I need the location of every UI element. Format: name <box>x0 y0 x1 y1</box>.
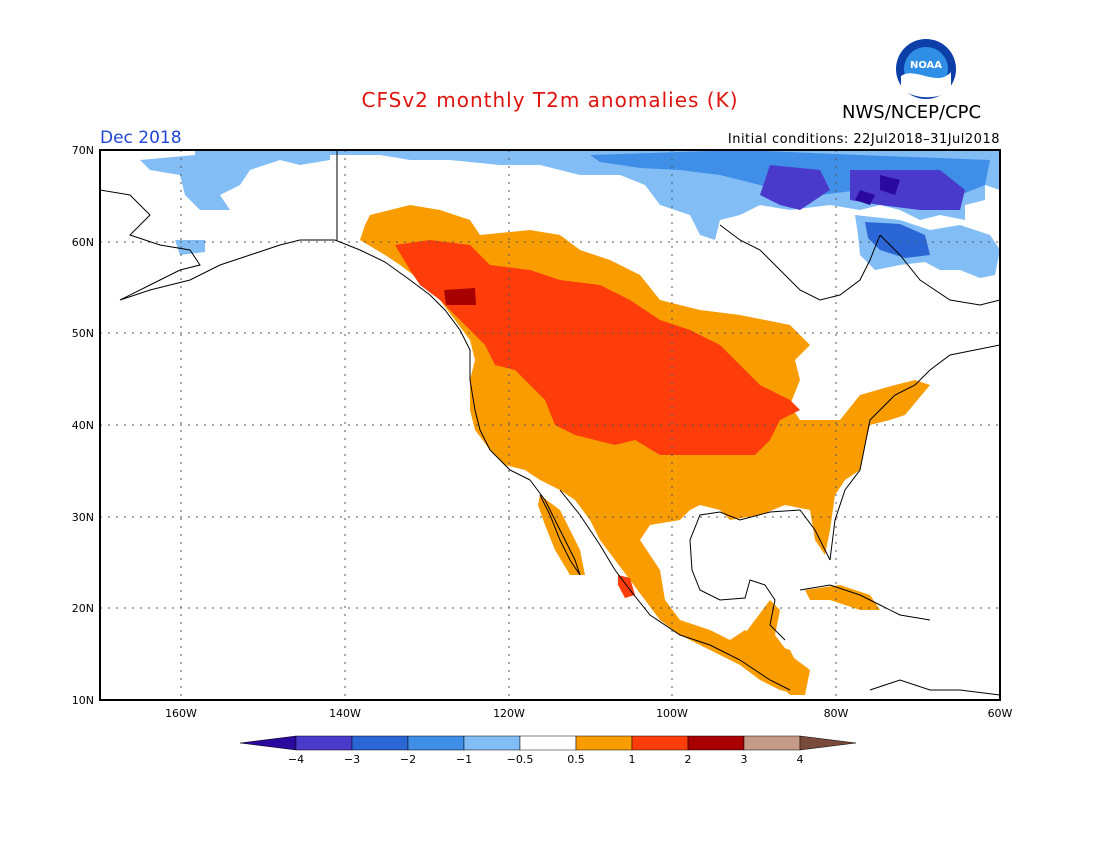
map-title: CFSv2 monthly T2m anomalies (K) <box>361 88 739 112</box>
coast-alaska <box>100 189 335 301</box>
latitude-labels: 70N 60N 50N 40N 30N 20N 10N <box>72 144 94 707</box>
cold-anomaly-greenland-west <box>850 170 965 210</box>
colorbar-label: 0.5 <box>567 753 585 766</box>
colorbar-label: −0.5 <box>507 753 534 766</box>
svg-text:100W: 100W <box>656 707 688 720</box>
svg-text:NOAA: NOAA <box>910 60 942 71</box>
colorbar-label: −4 <box>288 753 304 766</box>
colorbar-swatch <box>687 735 745 751</box>
warm-anomaly-inner <box>395 240 800 455</box>
anomaly-fill <box>140 150 1000 695</box>
cold-anomaly-alaska-small <box>175 240 205 255</box>
colorbar-swatch <box>463 735 521 751</box>
colorbar-label: −1 <box>456 753 472 766</box>
graticule <box>100 150 1000 700</box>
svg-text:20N: 20N <box>72 602 94 615</box>
plot-frame <box>99 149 1001 701</box>
warm-anomaly-bc-core <box>444 288 476 305</box>
svg-text:140W: 140W <box>329 707 361 720</box>
colorbar-label: 3 <box>741 753 748 766</box>
colorbar-arrow-low <box>239 735 297 751</box>
warm-anomaly-centam <box>740 600 810 695</box>
colorbar-swatch <box>743 735 801 751</box>
colorbar-swatch <box>295 735 353 751</box>
colorbar-arrow-high <box>799 735 857 751</box>
coast-caribbean <box>799 584 931 621</box>
colorbar-label: 2 <box>685 753 692 766</box>
colorbar-label: −3 <box>344 753 360 766</box>
coastlines <box>100 189 1000 696</box>
warm-anomaly-caribbean <box>805 585 880 610</box>
colorbar-label: 1 <box>629 753 636 766</box>
noaa-logo: NOAA <box>896 39 956 99</box>
cold-anomaly-core <box>855 175 900 205</box>
colorbar-label: −2 <box>400 753 416 766</box>
svg-text:60N: 60N <box>72 236 94 249</box>
warm-anomaly-mexico-spot <box>618 575 635 598</box>
coast-pacific-nw <box>334 239 531 481</box>
svg-text:40N: 40N <box>72 419 94 432</box>
svg-text:10N: 10N <box>72 694 94 707</box>
initial-conditions: Initial conditions: 22Jul2018–31Jul2018 <box>727 132 1000 147</box>
agency-label: NWS/NCEP/CPC <box>842 102 982 123</box>
coast-labrador <box>879 234 1000 306</box>
svg-text:60W: 60W <box>988 707 1013 720</box>
colorbar: −4 −3 −2 −1 −0.5 0.5 1 2 3 4 <box>239 735 857 766</box>
longitude-labels: 160W 140W 120W 100W 80W 60W <box>165 707 1012 720</box>
colorbar-swatch <box>407 735 465 751</box>
coast-mexico-west <box>559 489 791 691</box>
cold-anomaly-arctic <box>140 150 330 210</box>
cold-anomaly-baffin <box>760 165 830 210</box>
svg-text:70N: 70N <box>72 144 94 157</box>
coast-hudson <box>719 224 881 301</box>
colorbar-swatch <box>519 735 577 751</box>
coast-east <box>829 344 1000 561</box>
svg-text:50N: 50N <box>72 327 94 340</box>
forecast-period: Dec 2018 <box>100 128 182 148</box>
svg-text:30N: 30N <box>72 511 94 524</box>
svg-text:80W: 80W <box>824 707 849 720</box>
cold-anomaly-hudson-east-core <box>865 222 930 258</box>
coast-gulf <box>689 509 831 641</box>
svg-text:120W: 120W <box>493 707 525 720</box>
colorbar-swatch <box>351 735 409 751</box>
colorbar-swatch <box>631 735 689 751</box>
coast-south-america <box>869 679 1000 696</box>
svg-text:160W: 160W <box>165 707 197 720</box>
coast-baja <box>529 479 581 576</box>
colorbar-label: 4 <box>797 753 804 766</box>
colorbar-swatch <box>575 735 633 751</box>
